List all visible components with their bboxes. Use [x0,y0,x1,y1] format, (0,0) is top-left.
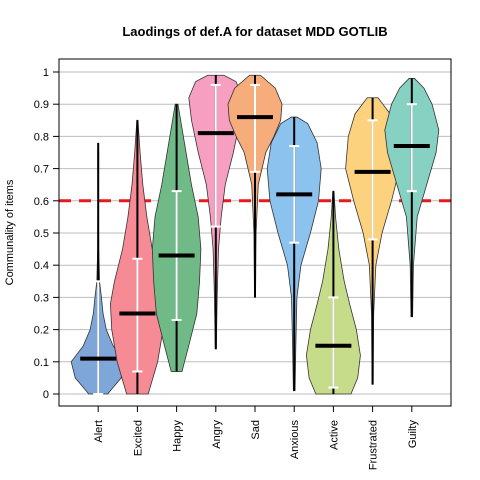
violin-sad [227,74,283,298]
y-tick-label: 0.1 [34,357,49,369]
violin-frustrated [345,97,401,385]
violin-layer [70,74,440,395]
y-tick-label: 0.2 [34,325,49,337]
x-tick-label: Guilty [407,420,419,449]
y-tick-label: 0.8 [34,131,49,143]
y-tick-label: 1 [43,67,49,79]
y-tick-label: 0.9 [34,99,49,111]
violin-active [305,190,361,395]
x-tick-label: Excited [132,420,144,456]
y-axis-label: Communality of items [4,179,16,285]
chart-title: Laodings of def.A for dataset MDD GOTLIB [122,24,387,39]
x-tick-label: Angry [211,420,223,449]
violin-excited [109,119,165,395]
x-tick-label: Sad [250,420,262,440]
y-tick-label: 0 [43,389,49,401]
y-axis: 0 0.1 0.2 0.3 0.4 0.5 0.6 0.7 0.8 0.9 1 [34,67,59,401]
x-tick-label: Anxious [289,420,301,460]
violin-guilty [384,78,440,318]
y-tick-label: 0.7 [34,164,49,176]
y-tick-label: 0.5 [34,228,49,240]
x-tick-label: Alert [93,420,105,443]
x-tick-label: Happy [172,420,184,452]
y-tick-label: 0.3 [34,292,49,304]
violin-happy [151,103,202,372]
violin-anxious [266,116,322,392]
violin-alert [70,142,126,395]
x-tick-label: Frustrated [368,420,380,470]
x-tick-label: Active [328,420,340,450]
violin-angry [188,74,244,350]
x-axis: Alert Excited Happy Angry Sad Anxious Active Fr… [93,406,419,470]
y-tick-label: 0.6 [34,196,49,208]
plot-frame [58,58,452,407]
y-tick-label: 0.4 [34,260,49,272]
